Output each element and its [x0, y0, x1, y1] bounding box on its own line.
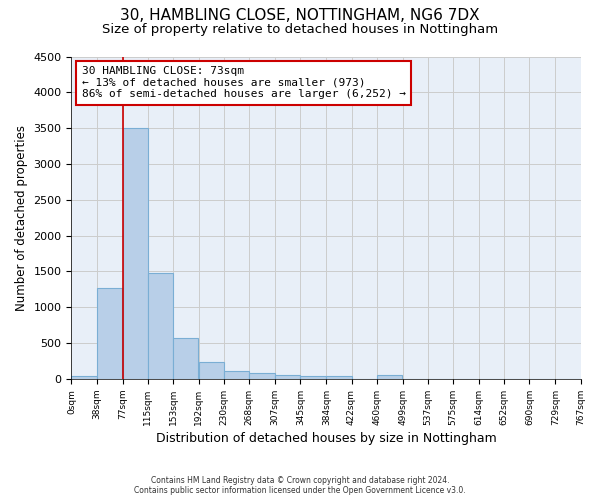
Bar [301, 376, 326, 379]
Text: 30 HAMBLING CLOSE: 73sqm
← 13% of detached houses are smaller (973)
86% of semi-: 30 HAMBLING CLOSE: 73sqm ← 13% of detach… [82, 66, 406, 100]
Text: Contains HM Land Registry data © Crown copyright and database right 2024.
Contai: Contains HM Land Registry data © Crown c… [134, 476, 466, 495]
Bar [326, 376, 352, 379]
Bar [275, 374, 301, 379]
Bar [173, 338, 198, 379]
Text: Size of property relative to detached houses in Nottingham: Size of property relative to detached ho… [102, 22, 498, 36]
Text: 30, HAMBLING CLOSE, NOTTINGHAM, NG6 7DX: 30, HAMBLING CLOSE, NOTTINGHAM, NG6 7DX [120, 8, 480, 22]
Bar [97, 288, 122, 379]
Bar [377, 376, 402, 379]
Y-axis label: Number of detached properties: Number of detached properties [15, 124, 28, 310]
Bar [71, 376, 97, 379]
Bar [199, 362, 224, 379]
Bar [122, 128, 148, 379]
Bar [224, 370, 249, 379]
Bar [148, 274, 173, 379]
X-axis label: Distribution of detached houses by size in Nottingham: Distribution of detached houses by size … [155, 432, 496, 445]
Bar [249, 372, 275, 379]
